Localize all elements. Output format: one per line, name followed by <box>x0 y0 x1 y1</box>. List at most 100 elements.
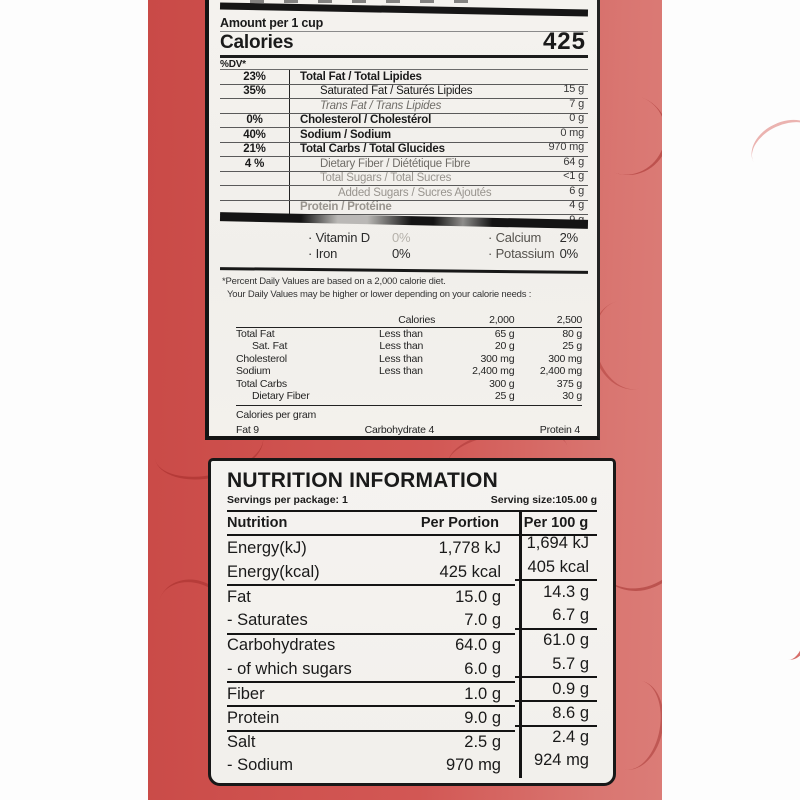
nutrient-amount: <1 g <box>563 170 584 182</box>
dv-nutrient: Total Carbs <box>236 377 287 390</box>
daily-values-row: Total Fat Less than 65 g 80 g <box>236 328 582 341</box>
dv-nutrient: Dietary Fiber <box>252 390 310 403</box>
nutrition-facts-label: Amount per 1 cup Calories 425 %DV* 23% T… <box>205 0 600 440</box>
nutrient-name: - of which sugars <box>227 659 352 678</box>
calories-per-gram-values: Fat 9 Carbohydrate 4 Protein 4 <box>236 421 582 436</box>
dv-percent: 21% <box>220 142 290 156</box>
nutrient-rows: 23% Total Fat / Total Lipides 15 g 35% S… <box>220 70 588 226</box>
micronutrient-name: · Iron <box>308 246 338 261</box>
per-100g-value: 5.7 g <box>552 654 589 673</box>
column-2000: 2,000 <box>489 313 515 326</box>
nutrition-information-label: NUTRITION INFORMATION Servings per packa… <box>208 458 616 786</box>
per-portion-value: 7.0 g <box>464 611 501 630</box>
daily-values-row: Total Carbs 300 g 375 g <box>236 378 582 391</box>
per-portion-value: 970 mg <box>445 756 501 775</box>
per-100g-value: 6.7 g <box>552 606 589 625</box>
daily-values-table-body: Total Fat Less than 65 g 80 g Sat. Fat L… <box>236 328 582 406</box>
nutrition-information-title: NUTRITION INFORMATION <box>227 469 498 492</box>
table-row: - of which sugars 6.0 g 5.7 g <box>227 655 597 681</box>
servings-per-package: Servings per package: 1 <box>227 494 348 506</box>
dv-nutrient: Sat. Fat <box>252 340 288 353</box>
header-spacer <box>236 314 379 326</box>
daily-value-footnote: *Percent Daily Values are based on a 2,0… <box>220 272 588 302</box>
nutrient-name: Protein <box>227 708 280 727</box>
nutrient-name: Fat <box>227 587 251 606</box>
dv-condition: Less than <box>379 340 424 353</box>
per-100g-value: 8.6 g <box>515 700 597 724</box>
nutrition-information-table: Nutrition Per Portion Per 100 g Energy(k… <box>227 510 597 778</box>
dv-percent: 0% <box>220 113 290 127</box>
per-100g-value: 61.0 g <box>515 627 597 652</box>
nutrient-name: - Saturates <box>227 611 308 630</box>
table-row: - Sodium 970 mg 924 mg <box>227 751 597 778</box>
nutrient-name: - Sodium <box>227 756 294 775</box>
dv-2500-value: 25 g <box>562 340 583 353</box>
column-per-100g: Per 100 g <box>523 515 589 531</box>
nutrient-row: 0% Cholesterol / Cholestérol 0 mg <box>220 113 588 139</box>
dv-percent: 23% <box>220 70 290 84</box>
daily-value-header: %DV* <box>220 58 588 70</box>
per-portion-value: 6.0 g <box>464 659 501 678</box>
dv-2000-value: 2,400 mg <box>472 365 515 378</box>
dv-condition: Less than <box>379 352 423 365</box>
daily-values-row: Sat. Fat Less than 20 g 25 g <box>236 340 582 353</box>
nutrient-amount: 0 mg <box>560 126 584 139</box>
table-row: Fat 15.0 g 14.3 g <box>227 579 597 608</box>
dv-2500-value: 300 mg <box>548 352 583 365</box>
footnote-line: *Percent Daily Values are based on a 2,0… <box>222 276 446 287</box>
nutrient-amount: 15 g <box>563 83 584 95</box>
micronutrient-value: 0% <box>559 246 579 261</box>
per-100g-value: 405 kcal <box>527 557 589 576</box>
nutrient-name: Saturated Fat / Saturés Lipides <box>320 85 473 98</box>
calories-value: 425 <box>542 28 586 55</box>
column-nutrition: Nutrition <box>227 515 288 531</box>
table-row: - Saturates 7.0 g 6.7 g <box>227 606 597 633</box>
nutrient-name: Total Carbs / Total Glucides <box>300 143 445 156</box>
calories-label: Calories <box>220 32 294 53</box>
per-100g-value: 1,694 kJ <box>526 533 589 552</box>
daily-values-table-header: Calories 2,000 2,500 <box>236 314 582 328</box>
column-per-portion: Per Portion <box>420 515 499 531</box>
nutrient-name: Salt <box>227 733 256 752</box>
dv-2000-value: 20 g <box>494 340 515 353</box>
dv-condition: Less than <box>379 365 423 378</box>
nutrient-row: Total Sugars / Total Sucres 6 g <box>220 171 588 197</box>
nutrient-amount: 0 g <box>569 112 584 124</box>
table-row: Protein 9.0 g 8.6 g <box>227 700 597 729</box>
nutrient-name: Carbohydrates <box>227 636 336 655</box>
nutrient-name: Fiber <box>227 684 265 703</box>
nutrient-row: 35% Saturated Fat / Saturés Lipides 7 g <box>220 84 588 110</box>
micronutrient-value: 0% <box>392 246 411 261</box>
column-calories: Calories <box>398 313 436 326</box>
dv-percent: 35% <box>220 84 290 98</box>
micronutrient-name: · Vitamin D <box>308 230 370 245</box>
per-portion-value: 9.0 g <box>464 708 501 727</box>
nutrient-name: Cholesterol / Cholestérol <box>300 114 432 127</box>
dv-nutrient: Sodium <box>236 365 271 378</box>
nutrient-name: Total Fat / Total Lipides <box>300 70 422 83</box>
nutrient-row: Trans Fat / Trans Lipides 0 g <box>220 99 588 124</box>
cpg-fat: Fat 9 <box>236 423 259 436</box>
calories-row: Calories 425 <box>220 28 588 58</box>
table-row: Fiber 1.0 g 0.9 g <box>227 676 597 705</box>
cut-off-text-remnant <box>250 0 471 3</box>
column-2500: 2,500 <box>556 313 583 326</box>
red-smudge-decoration <box>775 615 800 663</box>
table-row: Salt 2.5 g 2.4 g <box>227 724 597 754</box>
nutrient-name: Energy(kcal) <box>227 562 320 581</box>
nutrient-name: Trans Fat / Trans Lipides <box>320 99 442 112</box>
nutrient-name: Sodium / Sodium <box>300 128 391 141</box>
dv-percent <box>220 200 290 214</box>
table-row: Carbohydrates 64.0 g 61.0 g <box>227 627 597 657</box>
dv-percent <box>220 186 290 200</box>
footnote-line: Your Daily Values may be higher or lower… <box>227 288 532 300</box>
dv-2500-value: 2,400 mg <box>539 365 583 378</box>
micronutrients: · Vitamin D 0% · Calcium 2% · Iron 0% · … <box>220 225 588 266</box>
calories-per-gram-title: Calories per gram <box>236 408 317 421</box>
serving-meta-row: Servings per package: 1 Serving size:105… <box>227 494 597 506</box>
per-portion-value: 1,778 kJ <box>438 538 501 557</box>
micronutrient-value: 0% <box>392 230 411 245</box>
per-100g-value: 0.9 g <box>515 676 597 700</box>
nutrient-amount: 970 mg <box>548 141 585 153</box>
